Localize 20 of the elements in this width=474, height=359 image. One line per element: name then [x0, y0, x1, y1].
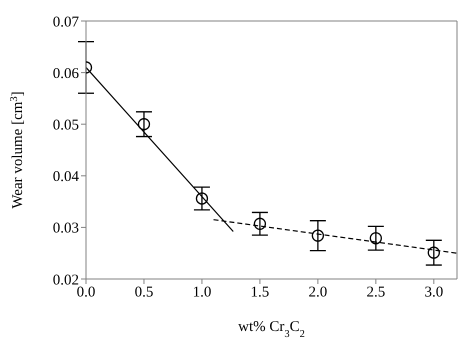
x-tick-label: 0.0 [76, 284, 96, 301]
y-tick-label: 0.03 [52, 220, 79, 237]
x-tick-label: 2.0 [308, 284, 328, 301]
x-tick-label: 3.0 [424, 284, 444, 301]
y-tick-label: 0.05 [52, 118, 79, 134]
x-tick-label: 1.5 [250, 284, 270, 301]
point [428, 246, 440, 259]
y-tick-label: 0.02 [52, 272, 79, 288]
point [370, 232, 382, 244]
y-tick-label: 0.04 [52, 169, 80, 186]
x-tick-label: 0.5 [134, 284, 154, 301]
point [196, 192, 208, 205]
point [138, 118, 150, 130]
x-tick-label: 2.5 [366, 284, 386, 301]
x-axis-title: wt% Cr$_{3}$C$_{2}$ [238, 319, 305, 340]
y-tick-label: 0.06 [52, 66, 80, 82]
point [254, 218, 266, 230]
x-tick-label: 1.0 [192, 284, 212, 301]
y-tick-label: 0.07 [52, 14, 80, 30]
point [312, 230, 324, 242]
